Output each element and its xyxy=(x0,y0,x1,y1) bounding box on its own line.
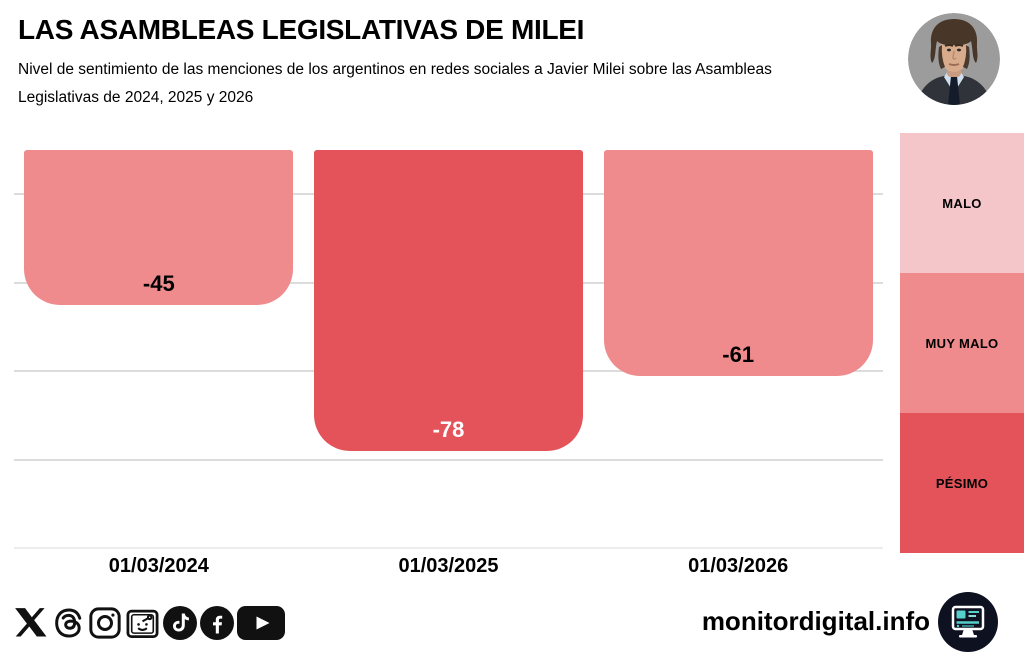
x-axis-label: 01/03/2025 xyxy=(398,555,499,577)
legend-label: PÉSIMO xyxy=(935,475,989,491)
bar-value-label: -45 xyxy=(142,270,175,296)
legend-label: MALO xyxy=(942,195,982,211)
legend-block: MUY MALO xyxy=(900,273,1024,413)
bar-value-label: -78 xyxy=(432,416,465,442)
gridline xyxy=(14,547,883,549)
subtitle-line-2: Legislativas de 2024, 2025 y 2026 xyxy=(18,89,254,106)
tiktok-icon xyxy=(163,606,197,640)
bars-row: -45 -78 -61 xyxy=(14,150,883,548)
x-axis-label: 01/03/2024 xyxy=(108,555,209,577)
x-axis-label: 01/03/2026 xyxy=(688,555,789,577)
subtitle-line-1: Nivel de sentimiento de las menciones de… xyxy=(18,61,772,78)
bar-value-label: -61 xyxy=(722,341,755,367)
legend-block: PÉSIMO xyxy=(900,413,1024,553)
facebook-icon xyxy=(200,606,234,640)
bar-01/03/2026: -61 xyxy=(603,150,873,376)
x-axis-labels: 01/03/2024 01/03/2025 01/03/2026 xyxy=(14,555,883,578)
x-icon xyxy=(15,608,47,637)
site-name: monitordigital.info xyxy=(701,606,930,636)
legend: MALO MUY MALO PÉSIMO xyxy=(900,133,1024,553)
monitor-icon xyxy=(938,592,998,652)
social-icons-row xyxy=(14,605,285,641)
bar-slot: -45 xyxy=(14,150,304,548)
youtube-icon xyxy=(237,606,285,640)
page-title: LAS ASAMBLEAS LEGISLATIVAS DE MILEI xyxy=(18,14,585,45)
legend-label: MUY MALO xyxy=(925,335,999,351)
bar-01/03/2025: -78 xyxy=(314,150,583,451)
bar-01/03/2024: -45 xyxy=(24,150,294,305)
milei-portrait-icon xyxy=(908,13,1000,105)
instagram-icon xyxy=(89,607,121,639)
threads-icon xyxy=(55,608,82,638)
bar-slot: -61 xyxy=(593,150,883,548)
chart-subtitle: Nivel de sentimiento de las menciones de… xyxy=(18,56,772,112)
gridline xyxy=(14,458,883,461)
monitor-badge xyxy=(938,592,998,652)
bar-slot: -78 xyxy=(304,150,594,548)
reddit-icon xyxy=(126,609,159,638)
avatar xyxy=(908,13,1000,105)
plot-area: -45 -78 -61 xyxy=(14,150,883,549)
legend-block: MALO xyxy=(900,133,1024,273)
